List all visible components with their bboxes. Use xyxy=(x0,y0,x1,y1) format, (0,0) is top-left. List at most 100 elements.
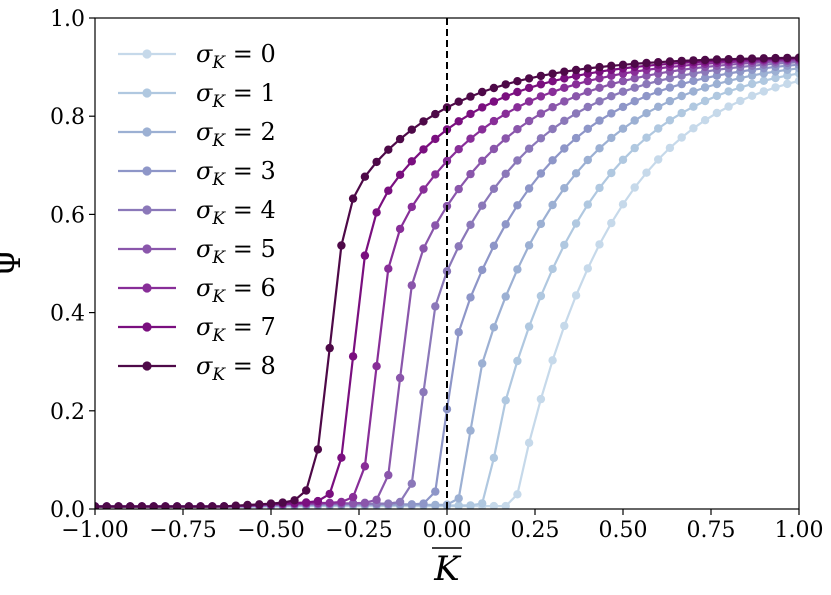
data-point xyxy=(407,500,416,509)
data-point xyxy=(642,168,651,177)
data-point xyxy=(196,502,205,509)
data-point xyxy=(548,103,557,112)
data-point xyxy=(618,102,628,112)
data-point xyxy=(524,322,534,331)
data-point xyxy=(466,501,475,509)
legend-entry: σK = 5 xyxy=(118,235,276,268)
data-point xyxy=(302,486,311,495)
legend-entry: σK = 4 xyxy=(118,196,276,229)
data-point xyxy=(466,109,475,119)
data-point xyxy=(783,53,792,63)
data-point xyxy=(337,497,346,507)
data-point xyxy=(513,77,522,86)
data-point xyxy=(524,241,534,250)
data-point xyxy=(607,133,616,143)
data-point xyxy=(395,170,405,179)
legend-label: σK = 4 xyxy=(196,196,276,229)
data-point xyxy=(747,54,757,63)
data-point xyxy=(348,492,358,502)
data-point xyxy=(548,87,557,97)
data-point xyxy=(466,169,475,179)
data-point xyxy=(595,97,604,106)
data-point xyxy=(325,498,334,507)
y-tick-label: 1.0 xyxy=(50,7,85,32)
data-point xyxy=(114,502,123,509)
data-point xyxy=(524,74,534,83)
data-point xyxy=(419,244,428,253)
data-point xyxy=(536,80,546,89)
data-point xyxy=(607,92,616,101)
data-point xyxy=(712,79,722,89)
data-point xyxy=(524,83,534,93)
data-point xyxy=(524,116,534,126)
data-point xyxy=(536,394,546,404)
data-point xyxy=(501,501,510,509)
data-point xyxy=(454,145,463,154)
data-point xyxy=(536,92,546,101)
data-point xyxy=(630,97,639,106)
x-tick-label: −0.25 xyxy=(325,518,392,543)
data-point xyxy=(595,144,604,153)
x-tick-label: 0.00 xyxy=(423,518,472,543)
data-point xyxy=(642,71,651,81)
plot-area xyxy=(95,18,799,509)
data-point xyxy=(102,502,111,509)
data-point xyxy=(607,218,616,228)
data-point xyxy=(489,83,499,93)
data-point xyxy=(372,495,381,504)
data-point xyxy=(677,91,686,101)
data-point xyxy=(466,134,475,143)
y-tick-label: 0.2 xyxy=(50,400,85,425)
legend-entry: σK = 7 xyxy=(118,313,276,346)
data-point xyxy=(677,108,686,118)
data-point xyxy=(489,323,499,332)
data-point xyxy=(536,219,546,229)
data-point xyxy=(431,487,440,496)
x-tick-label: 0.75 xyxy=(687,518,736,543)
data-point xyxy=(513,156,522,165)
data-point xyxy=(654,58,663,67)
data-point xyxy=(548,200,557,210)
legend-entry: σK = 1 xyxy=(118,79,276,112)
data-point xyxy=(736,96,745,106)
data-point xyxy=(348,352,358,361)
legend: σK = 0 σK = 1 σK = 2 σK = 3 σK = 4 σK = 5 σK =… xyxy=(118,40,276,385)
data-point xyxy=(771,53,780,63)
data-point xyxy=(395,497,405,507)
data-point xyxy=(583,64,592,73)
data-point xyxy=(595,74,604,83)
data-point xyxy=(583,200,592,209)
data-point xyxy=(712,108,722,118)
data-point xyxy=(560,184,569,193)
data-point xyxy=(618,124,628,133)
data-point xyxy=(724,87,733,96)
data-point xyxy=(372,208,381,217)
data-point xyxy=(747,71,757,80)
x-tick-label: −1.00 xyxy=(61,518,128,543)
legend-marker xyxy=(142,88,152,98)
data-point xyxy=(712,91,722,101)
data-point xyxy=(478,125,487,134)
data-point xyxy=(407,157,416,166)
data-point xyxy=(454,494,463,503)
x-tick-label: −0.50 xyxy=(237,518,304,543)
data-point xyxy=(395,373,405,383)
data-point xyxy=(536,109,546,118)
data-point xyxy=(583,102,592,112)
axis-ticks: −1.00 −0.75 −0.50 −0.25 0.00 0.25 0.50 0.75 1.00… xyxy=(50,7,823,543)
data-point xyxy=(478,103,487,112)
data-point xyxy=(700,73,710,83)
data-point xyxy=(571,133,581,143)
legend-marker xyxy=(142,205,152,215)
data-point xyxy=(454,117,463,126)
data-point xyxy=(302,498,311,507)
data-point xyxy=(419,387,428,397)
data-point xyxy=(560,97,569,106)
legend-label: σK = 0 xyxy=(196,40,276,73)
data-point xyxy=(560,74,569,83)
data-point xyxy=(513,87,522,97)
data-point xyxy=(278,498,287,507)
data-point xyxy=(478,359,487,368)
data-point xyxy=(431,221,440,230)
